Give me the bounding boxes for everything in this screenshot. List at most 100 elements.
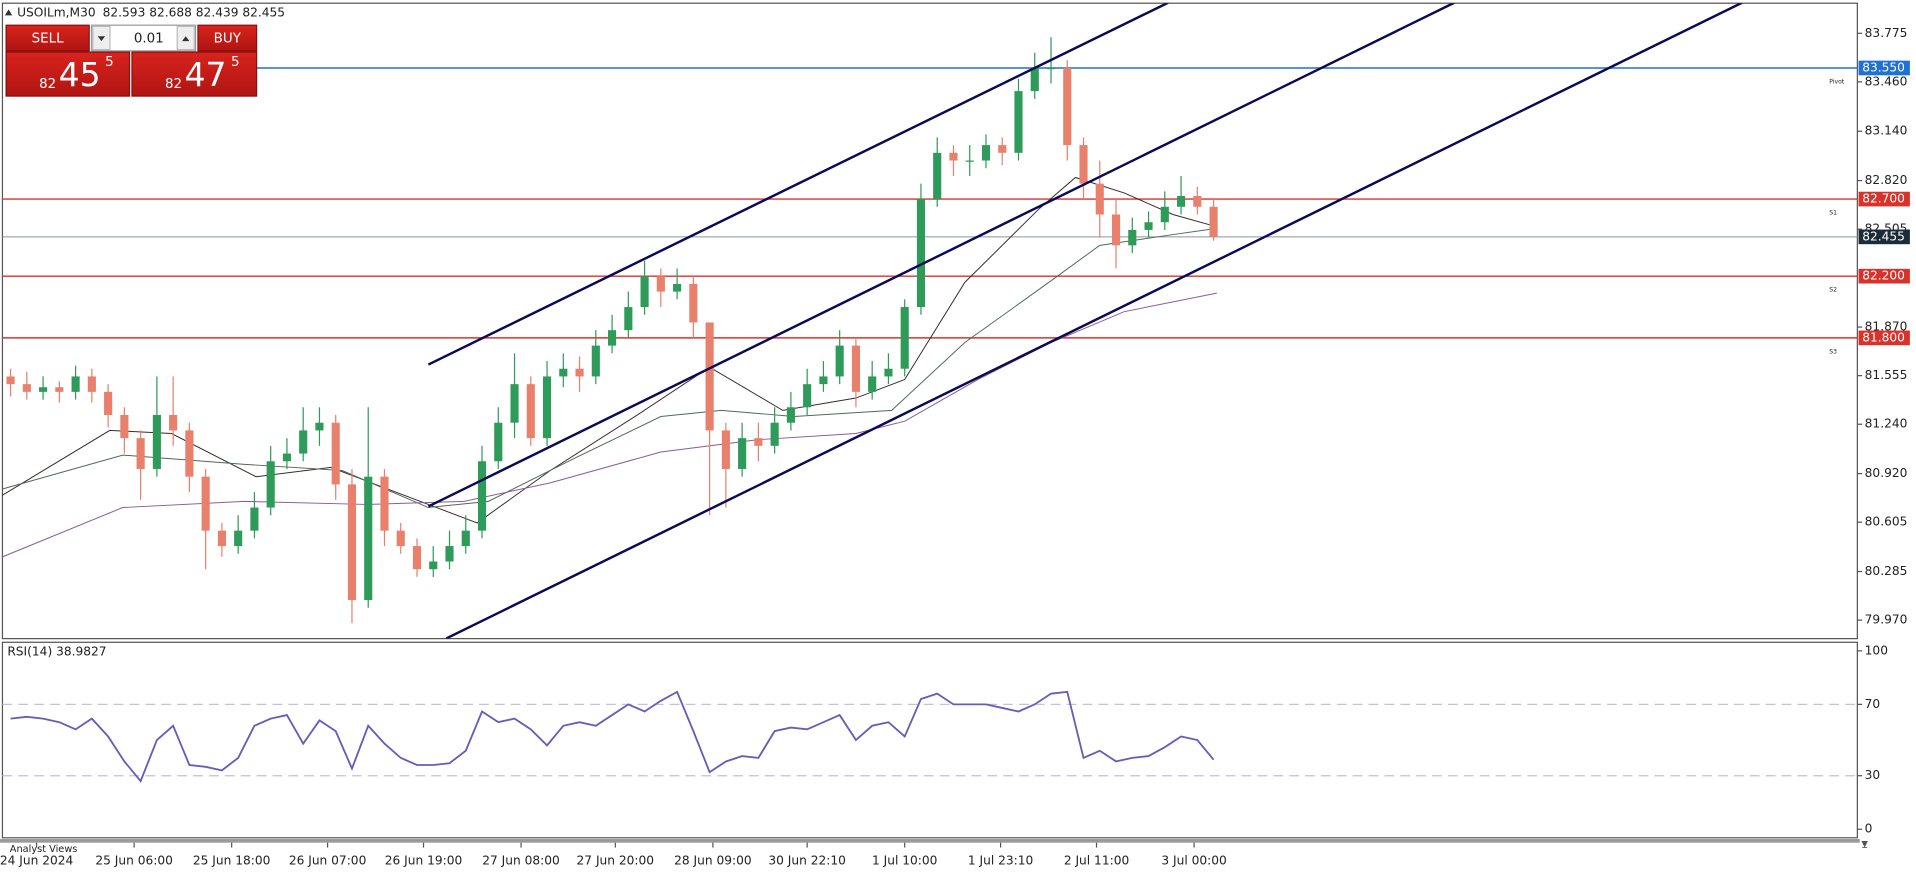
candle-body bbox=[104, 391, 113, 415]
scroll-icon[interactable] bbox=[1861, 840, 1868, 849]
buy-price-box[interactable] bbox=[131, 51, 258, 97]
rsi-line bbox=[10, 690, 1215, 783]
candle-body bbox=[1144, 222, 1153, 230]
candle-body bbox=[510, 384, 519, 423]
x-tick-label: 2 Jul 11:00 bbox=[1064, 854, 1129, 868]
up-arrow bbox=[182, 36, 190, 42]
y-tick-label: 81.870 bbox=[1865, 320, 1908, 334]
axes: 83.77583.46083.14082.82082.50581.87081.5… bbox=[0, 26, 1910, 868]
candle-body bbox=[884, 368, 893, 377]
collapse-icon[interactable] bbox=[4, 9, 13, 16]
buy-price-sup: 5 bbox=[231, 55, 240, 70]
candle-body bbox=[705, 322, 714, 431]
moving-average bbox=[2, 227, 1217, 509]
candle-body bbox=[152, 414, 161, 469]
y-tick-label: 79.970 bbox=[1865, 613, 1908, 627]
x-tick-label: 1 Jul 23:10 bbox=[968, 854, 1033, 868]
x-tick-label: 3 Jul 00:00 bbox=[1161, 854, 1226, 868]
candle-body bbox=[738, 438, 747, 469]
level-label-box bbox=[1858, 60, 1910, 76]
sell-price-main: 45 bbox=[59, 55, 101, 94]
y-tick-label: 82.820 bbox=[1865, 173, 1908, 187]
level-name: S1 bbox=[1829, 210, 1837, 217]
y-tick-label: 81.555 bbox=[1865, 368, 1908, 382]
candle-body bbox=[542, 376, 552, 439]
channel-line bbox=[427, 3, 1169, 366]
x-tick-label: 30 Jun 22:10 bbox=[768, 854, 846, 868]
last-price-box bbox=[1858, 229, 1910, 245]
y-tick-label: 80.285 bbox=[1865, 564, 1908, 578]
candle-body bbox=[6, 376, 15, 385]
candle-body bbox=[721, 430, 730, 469]
candle-body bbox=[559, 368, 568, 377]
candle-body bbox=[656, 276, 665, 292]
candle-body bbox=[185, 430, 194, 477]
candle-body bbox=[55, 387, 64, 392]
sell-button[interactable] bbox=[5, 24, 90, 52]
candle-body bbox=[754, 438, 763, 446]
candle-body bbox=[1014, 91, 1023, 153]
sell-price-box[interactable] bbox=[5, 51, 131, 97]
candle-body bbox=[803, 384, 812, 408]
candle-body bbox=[1095, 183, 1104, 215]
candle-body bbox=[1030, 67, 1039, 92]
x-tick-label: 26 Jun 07:00 bbox=[289, 854, 367, 868]
x-tick-label: 1 Jul 10:00 bbox=[872, 854, 937, 868]
level-label: 81.800 bbox=[1862, 330, 1905, 344]
down-arrow bbox=[97, 36, 106, 42]
candle-body bbox=[299, 430, 308, 454]
candle-body bbox=[916, 199, 926, 308]
candle-body bbox=[494, 422, 503, 462]
candle-body bbox=[120, 414, 129, 439]
candle-body bbox=[900, 307, 909, 369]
symbol-title: USOILm,M30 bbox=[17, 5, 96, 19]
candle-body bbox=[315, 422, 324, 431]
candle-body bbox=[835, 345, 844, 377]
candle-body bbox=[396, 530, 405, 547]
rsi-title: RSI(14) 38.9827 bbox=[7, 645, 106, 659]
level-label: 83.550 bbox=[1862, 60, 1905, 74]
level-label-box bbox=[1858, 330, 1910, 346]
y-tick-label: 80.920 bbox=[1865, 466, 1908, 480]
buy-label[interactable]: BUY bbox=[214, 32, 242, 47]
x-tick-label: 26 Jun 19:00 bbox=[385, 854, 463, 868]
candle-body bbox=[380, 476, 389, 531]
candle-body bbox=[640, 276, 649, 308]
candle-body bbox=[981, 145, 991, 161]
channel-line bbox=[445, 3, 1743, 639]
x-tick-label: 27 Jun 20:00 bbox=[577, 854, 655, 868]
x-tick-label: 27 Jun 08:00 bbox=[482, 854, 560, 868]
candle-body bbox=[624, 307, 633, 331]
x-tick-label: 25 Jun 18:00 bbox=[193, 854, 271, 868]
level-label: 82.200 bbox=[1862, 269, 1905, 283]
rsi-frame bbox=[1, 641, 1858, 839]
candle-body bbox=[234, 530, 243, 547]
y-tick-label: 30 bbox=[1865, 768, 1881, 782]
candle-body bbox=[87, 376, 96, 392]
candle-body bbox=[1176, 195, 1186, 207]
sell-label[interactable]: SELL bbox=[32, 32, 65, 47]
candle-body bbox=[786, 407, 795, 423]
y-tick-label: 0 bbox=[1865, 822, 1873, 836]
candle-body bbox=[445, 546, 454, 562]
y-tick-label: 80.605 bbox=[1865, 515, 1908, 529]
candle-body bbox=[965, 160, 974, 162]
candle-body bbox=[364, 476, 373, 601]
candle-body bbox=[250, 507, 259, 531]
buy-price-big: 82 bbox=[165, 77, 182, 92]
lot-value[interactable]: 0.01 bbox=[134, 32, 164, 47]
analyst-views-tab[interactable]: Analyst Views bbox=[10, 844, 78, 855]
x-tick-label: 24 Jun 2024 bbox=[0, 854, 74, 868]
candle-body bbox=[169, 414, 178, 431]
candle-body bbox=[266, 461, 275, 508]
candle-body bbox=[1160, 206, 1169, 223]
buy-button[interactable] bbox=[197, 24, 258, 52]
level-label-box bbox=[1858, 191, 1910, 207]
candle-body bbox=[575, 368, 584, 377]
level-label-box bbox=[1858, 268, 1910, 284]
y-tick-label: 70 bbox=[1865, 697, 1881, 711]
candle-body bbox=[673, 283, 682, 292]
candle-body bbox=[136, 438, 145, 469]
